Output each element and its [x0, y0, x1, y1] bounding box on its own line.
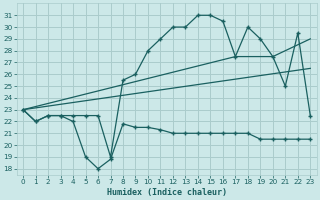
X-axis label: Humidex (Indice chaleur): Humidex (Indice chaleur)	[107, 188, 227, 197]
